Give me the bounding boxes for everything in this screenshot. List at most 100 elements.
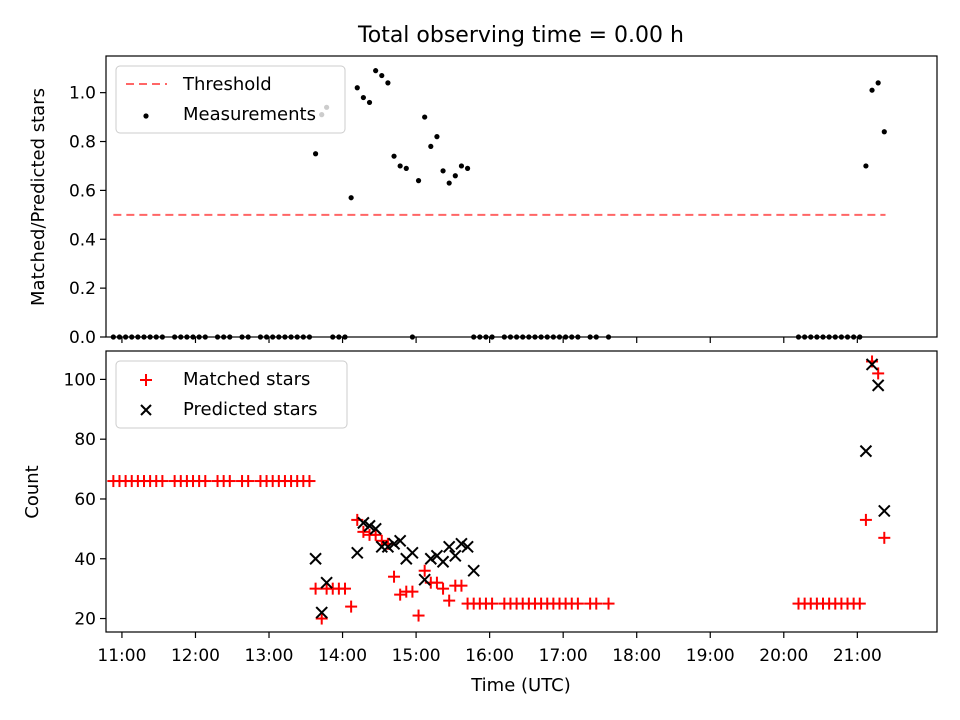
ratio-y-tick-label: 0.4 bbox=[69, 230, 96, 250]
predicted-star-marker bbox=[871, 379, 885, 392]
matched-star-marker bbox=[430, 576, 443, 589]
count-y-axis: 20 40 60 80 100 bbox=[64, 370, 106, 630]
predicted-star-marker bbox=[424, 552, 438, 565]
x-tick-label: 20:00 bbox=[759, 646, 808, 666]
predicted-star-marker bbox=[320, 576, 333, 589]
count-legend: Matched stars Predicted stars bbox=[115, 360, 348, 429]
predicted-star-marker bbox=[363, 519, 376, 533]
x-tick-label: 13:00 bbox=[245, 646, 294, 666]
measurement-point bbox=[881, 129, 887, 135]
measurement-point bbox=[366, 99, 373, 106]
measurement-point bbox=[379, 72, 385, 79]
matched-star-marker bbox=[388, 570, 401, 583]
predicted-star-marker bbox=[369, 522, 382, 536]
measurement-point bbox=[458, 163, 465, 169]
matched-stars-points bbox=[107, 355, 891, 625]
predicted-stars-points bbox=[309, 358, 891, 619]
measurement-point bbox=[385, 80, 391, 86]
matched-star-marker bbox=[859, 513, 872, 526]
chart-title: Total observing time = 0.00 h bbox=[357, 23, 684, 48]
matched-star-marker bbox=[418, 564, 431, 577]
matched-star-marker bbox=[369, 528, 382, 541]
measurement-point bbox=[397, 163, 403, 169]
measurement-point bbox=[434, 134, 440, 140]
count-y-tick-label: 80 bbox=[74, 430, 96, 450]
matched-star-marker bbox=[406, 585, 419, 598]
measurement-point bbox=[446, 180, 452, 186]
measurement-point bbox=[348, 195, 354, 201]
ratio-y-tick-label: 0.6 bbox=[69, 181, 96, 201]
ratio-panel: 0.0 0.2 0.4 0.6 0.8 1.0 Matched/Predicted sta… bbox=[28, 55, 938, 348]
measurement-point bbox=[440, 168, 446, 174]
predicted-star-marker bbox=[467, 564, 480, 577]
predicted-star-marker bbox=[865, 358, 879, 371]
x-tick-label: 19:00 bbox=[686, 646, 735, 666]
matched-star-marker bbox=[375, 534, 388, 547]
measurement-point bbox=[428, 143, 434, 150]
x-tick-label: 21:00 bbox=[833, 646, 882, 666]
measurement-point bbox=[863, 163, 869, 169]
predicted-star-marker bbox=[436, 555, 450, 568]
ratio-y-tick-label: 0.2 bbox=[69, 279, 96, 299]
count-panel: 20 40 60 80 100 11:00 12:00 13:00 14:00 15:00 16:… bbox=[22, 350, 938, 696]
ratio-x-ticks bbox=[121, 337, 858, 343]
measurement-point bbox=[312, 151, 319, 157]
predicted-star-marker bbox=[878, 504, 891, 518]
matched-star-marker bbox=[394, 588, 407, 601]
measurement-point bbox=[391, 153, 397, 159]
x-tick-label: 11:00 bbox=[97, 646, 146, 666]
matched-star-marker bbox=[303, 475, 316, 488]
count-y-tick-label: 20 bbox=[74, 610, 96, 630]
predicted-star-marker bbox=[455, 537, 468, 551]
predicted-star-marker bbox=[309, 552, 322, 565]
ratio-y-tick-label: 0.0 bbox=[69, 328, 96, 348]
x-tick-label: 14:00 bbox=[318, 646, 367, 666]
x-axis-label: Time (UTC) bbox=[470, 675, 571, 696]
count-y-label: Count bbox=[22, 465, 43, 518]
measurement-point bbox=[875, 80, 881, 86]
measurement-points bbox=[110, 68, 887, 340]
matched-star-marker bbox=[315, 612, 328, 625]
matched-star-marker bbox=[443, 594, 456, 607]
measurement-point bbox=[464, 165, 471, 171]
threshold-legend-label: Threshold bbox=[182, 74, 272, 95]
predicted-star-marker bbox=[315, 606, 328, 619]
predicted-star-marker bbox=[418, 573, 431, 586]
matched-star-marker bbox=[571, 597, 584, 610]
predicted-star-marker bbox=[442, 540, 456, 554]
predicted-star-marker bbox=[461, 540, 474, 554]
matched-star-marker bbox=[590, 597, 603, 610]
predicted-legend-swatch bbox=[140, 404, 152, 416]
measurement-point bbox=[354, 85, 360, 91]
predicted-star-marker bbox=[357, 516, 370, 530]
matched-star-marker bbox=[156, 475, 169, 488]
matched-legend-swatch bbox=[140, 374, 152, 386]
predicted-legend-label: Predicted stars bbox=[183, 399, 317, 420]
x-tick-label: 17:00 bbox=[539, 646, 588, 666]
matched-star-marker bbox=[345, 600, 358, 613]
ratio-y-tick-label: 1.0 bbox=[69, 84, 96, 104]
measurement-point bbox=[452, 173, 458, 179]
measurement-point bbox=[360, 94, 366, 101]
matched-star-marker bbox=[878, 531, 891, 544]
ratio-y-axis: 0.0 0.2 0.4 0.6 0.8 1.0 bbox=[69, 84, 106, 348]
ratio-legend: Threshold Measurements bbox=[115, 65, 346, 134]
ratio-y-tick-label: 0.8 bbox=[69, 133, 96, 153]
count-x-axis: 11:00 12:00 13:00 14:00 15:00 16:00 17:00 18:00… bbox=[97, 632, 882, 666]
x-tick-label: 12:00 bbox=[171, 646, 220, 666]
measurement-point bbox=[415, 178, 422, 184]
predicted-star-marker bbox=[381, 540, 395, 554]
matched-star-marker bbox=[199, 475, 212, 488]
predicted-star-marker bbox=[406, 546, 419, 559]
matched-legend-label: Matched stars bbox=[183, 369, 310, 390]
matched-star-marker bbox=[602, 597, 615, 610]
ratio-y-label: Matched/Predicted stars bbox=[28, 88, 49, 306]
count-y-tick-label: 60 bbox=[74, 490, 96, 510]
measurement-point bbox=[373, 68, 379, 74]
matched-star-marker bbox=[412, 609, 425, 622]
predicted-star-marker bbox=[393, 534, 407, 548]
measurement-point bbox=[422, 114, 428, 120]
matched-star-marker bbox=[339, 582, 352, 595]
predicted-star-marker bbox=[387, 537, 401, 551]
count-y-tick-label: 100 bbox=[64, 370, 96, 390]
